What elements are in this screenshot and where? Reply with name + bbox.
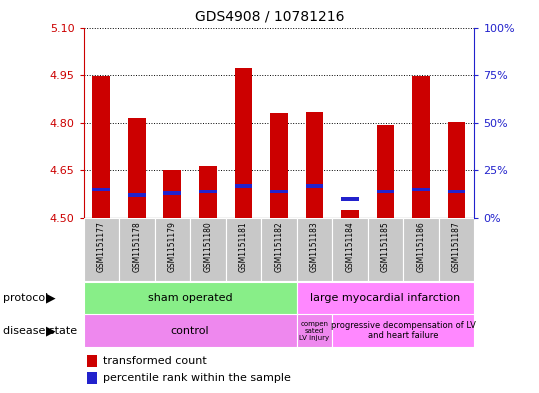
Bar (341, 210, 359, 218)
Bar (92, 187, 110, 191)
Bar (87, 355, 97, 367)
Bar (412, 76, 430, 218)
Text: protocol: protocol (3, 293, 48, 303)
Text: percentile rank within the sample: percentile rank within the sample (103, 373, 291, 383)
Text: large myocardial infarction: large myocardial infarction (310, 293, 461, 303)
Text: GDS4908 / 10781216: GDS4908 / 10781216 (195, 10, 344, 24)
Bar (226, 218, 261, 281)
Bar (270, 189, 288, 193)
Bar (119, 218, 155, 281)
Text: GSM1151185: GSM1151185 (381, 221, 390, 272)
Bar (368, 218, 403, 281)
Text: GSM1151186: GSM1151186 (417, 221, 425, 272)
Bar (296, 218, 332, 281)
Text: ▶: ▶ (46, 324, 56, 337)
Bar (412, 187, 430, 191)
Bar (261, 218, 296, 281)
Bar (332, 314, 474, 347)
Bar (163, 170, 181, 218)
Text: GSM1151179: GSM1151179 (168, 221, 177, 272)
Bar (163, 191, 181, 195)
Bar (377, 189, 395, 193)
Bar (84, 314, 296, 347)
Bar (155, 218, 190, 281)
Bar (296, 282, 474, 314)
Bar (341, 197, 359, 201)
Text: transformed count: transformed count (103, 356, 207, 366)
Bar (84, 282, 296, 314)
Bar (448, 189, 466, 193)
Bar (92, 76, 110, 218)
Text: GSM1151178: GSM1151178 (133, 221, 141, 272)
Bar (128, 193, 146, 197)
Bar (270, 113, 288, 218)
Bar (87, 372, 97, 384)
Text: compen
sated
LV injury: compen sated LV injury (299, 321, 329, 340)
Bar (296, 314, 332, 347)
Bar (403, 218, 439, 281)
Bar (332, 218, 368, 281)
Text: GSM1151182: GSM1151182 (274, 221, 284, 272)
Bar (377, 125, 395, 218)
Text: sham operated: sham operated (148, 293, 232, 303)
Bar (234, 68, 252, 218)
Bar (439, 218, 474, 281)
Bar (190, 218, 226, 281)
Text: GSM1151187: GSM1151187 (452, 221, 461, 272)
Bar (199, 189, 217, 193)
Text: disease state: disease state (3, 325, 77, 336)
Text: GSM1151184: GSM1151184 (345, 221, 355, 272)
Bar (84, 218, 119, 281)
Text: progressive decompensation of LV
and heart failure: progressive decompensation of LV and hea… (331, 321, 476, 340)
Bar (199, 166, 217, 218)
Bar (306, 112, 323, 218)
Text: GSM1151180: GSM1151180 (203, 221, 212, 272)
Text: control: control (171, 325, 210, 336)
Bar (128, 118, 146, 218)
Bar (448, 122, 466, 218)
Text: GSM1151181: GSM1151181 (239, 221, 248, 272)
Text: ▶: ▶ (46, 292, 56, 305)
Text: GSM1151183: GSM1151183 (310, 221, 319, 272)
Text: GSM1151177: GSM1151177 (97, 221, 106, 272)
Bar (234, 184, 252, 187)
Bar (306, 184, 323, 187)
